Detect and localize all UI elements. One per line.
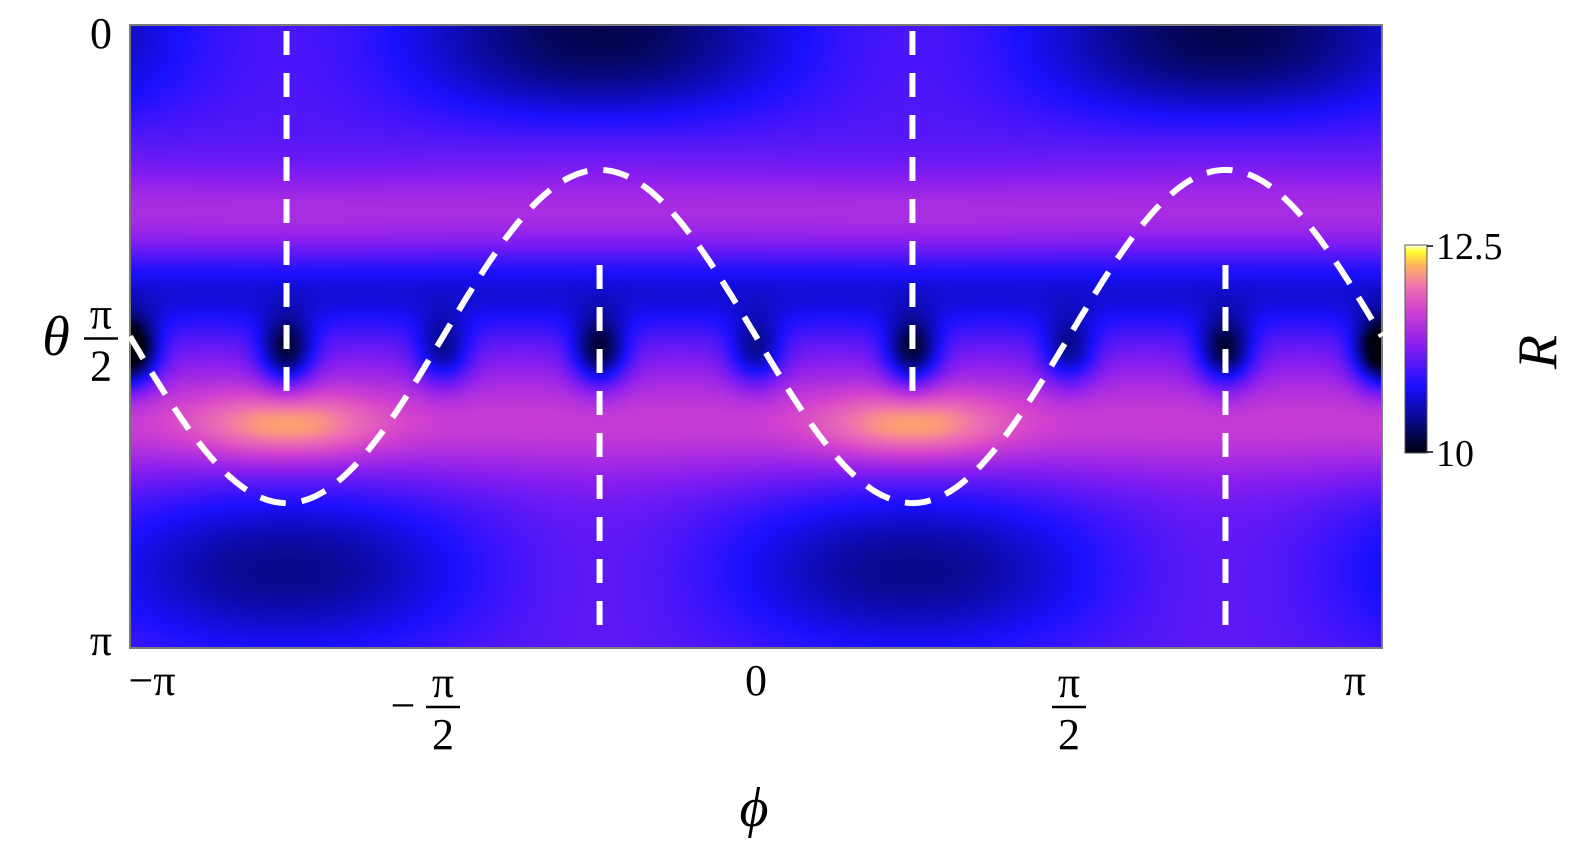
dashed-sinusoid-curve-0 bbox=[127, 166, 1385, 507]
y-tick-label-1: π2 bbox=[84, 290, 118, 391]
y-tick-label-2: π bbox=[90, 616, 112, 665]
colorbar-gradient bbox=[1404, 244, 1428, 454]
x-tick-label-1-numerator: π bbox=[432, 658, 454, 707]
y-tick-label-0: 0 bbox=[90, 9, 112, 58]
x-axis-label: ϕ bbox=[740, 777, 769, 839]
y-tick-label-1-denominator: 2 bbox=[90, 342, 112, 391]
x-tick-label-1-denominator: 2 bbox=[432, 710, 454, 759]
x-tick-label-0-text: −π bbox=[128, 656, 175, 705]
colorbar-max-label: 12.5 bbox=[1436, 226, 1503, 268]
y-tick-label-0-text: 0 bbox=[90, 9, 112, 58]
colorbar-title: R bbox=[1507, 335, 1569, 370]
x-tick-label-4: π bbox=[1344, 656, 1366, 705]
x-tick-label-0: −π bbox=[128, 656, 175, 705]
x-tick-label-3-denominator: 2 bbox=[1058, 710, 1080, 759]
dashed-overlay bbox=[127, 30, 1385, 642]
x-tick-label-4-text: π bbox=[1344, 656, 1366, 705]
colorbar: 12.5 10 R bbox=[1404, 226, 1569, 475]
y-tick-label-1-numerator: π bbox=[90, 290, 112, 339]
x-tick-label-2: 0 bbox=[745, 656, 767, 705]
y-tick-label-2-text: π bbox=[90, 616, 112, 665]
x-tick-label-3-numerator: π bbox=[1058, 658, 1080, 707]
x-tick-label-1: π2− bbox=[391, 658, 460, 759]
x-axis-ticks: −π π2−0 π2π bbox=[128, 656, 1366, 759]
x-tick-label-2-text: 0 bbox=[745, 656, 767, 705]
x-tick-label-3: π2 bbox=[1052, 658, 1087, 759]
y-axis-label: θ bbox=[42, 306, 70, 368]
x-tick-label-1-sign: − bbox=[391, 681, 416, 730]
colorbar-min-label: 10 bbox=[1436, 433, 1474, 475]
heatmap-plot-area bbox=[127, 24, 1385, 649]
